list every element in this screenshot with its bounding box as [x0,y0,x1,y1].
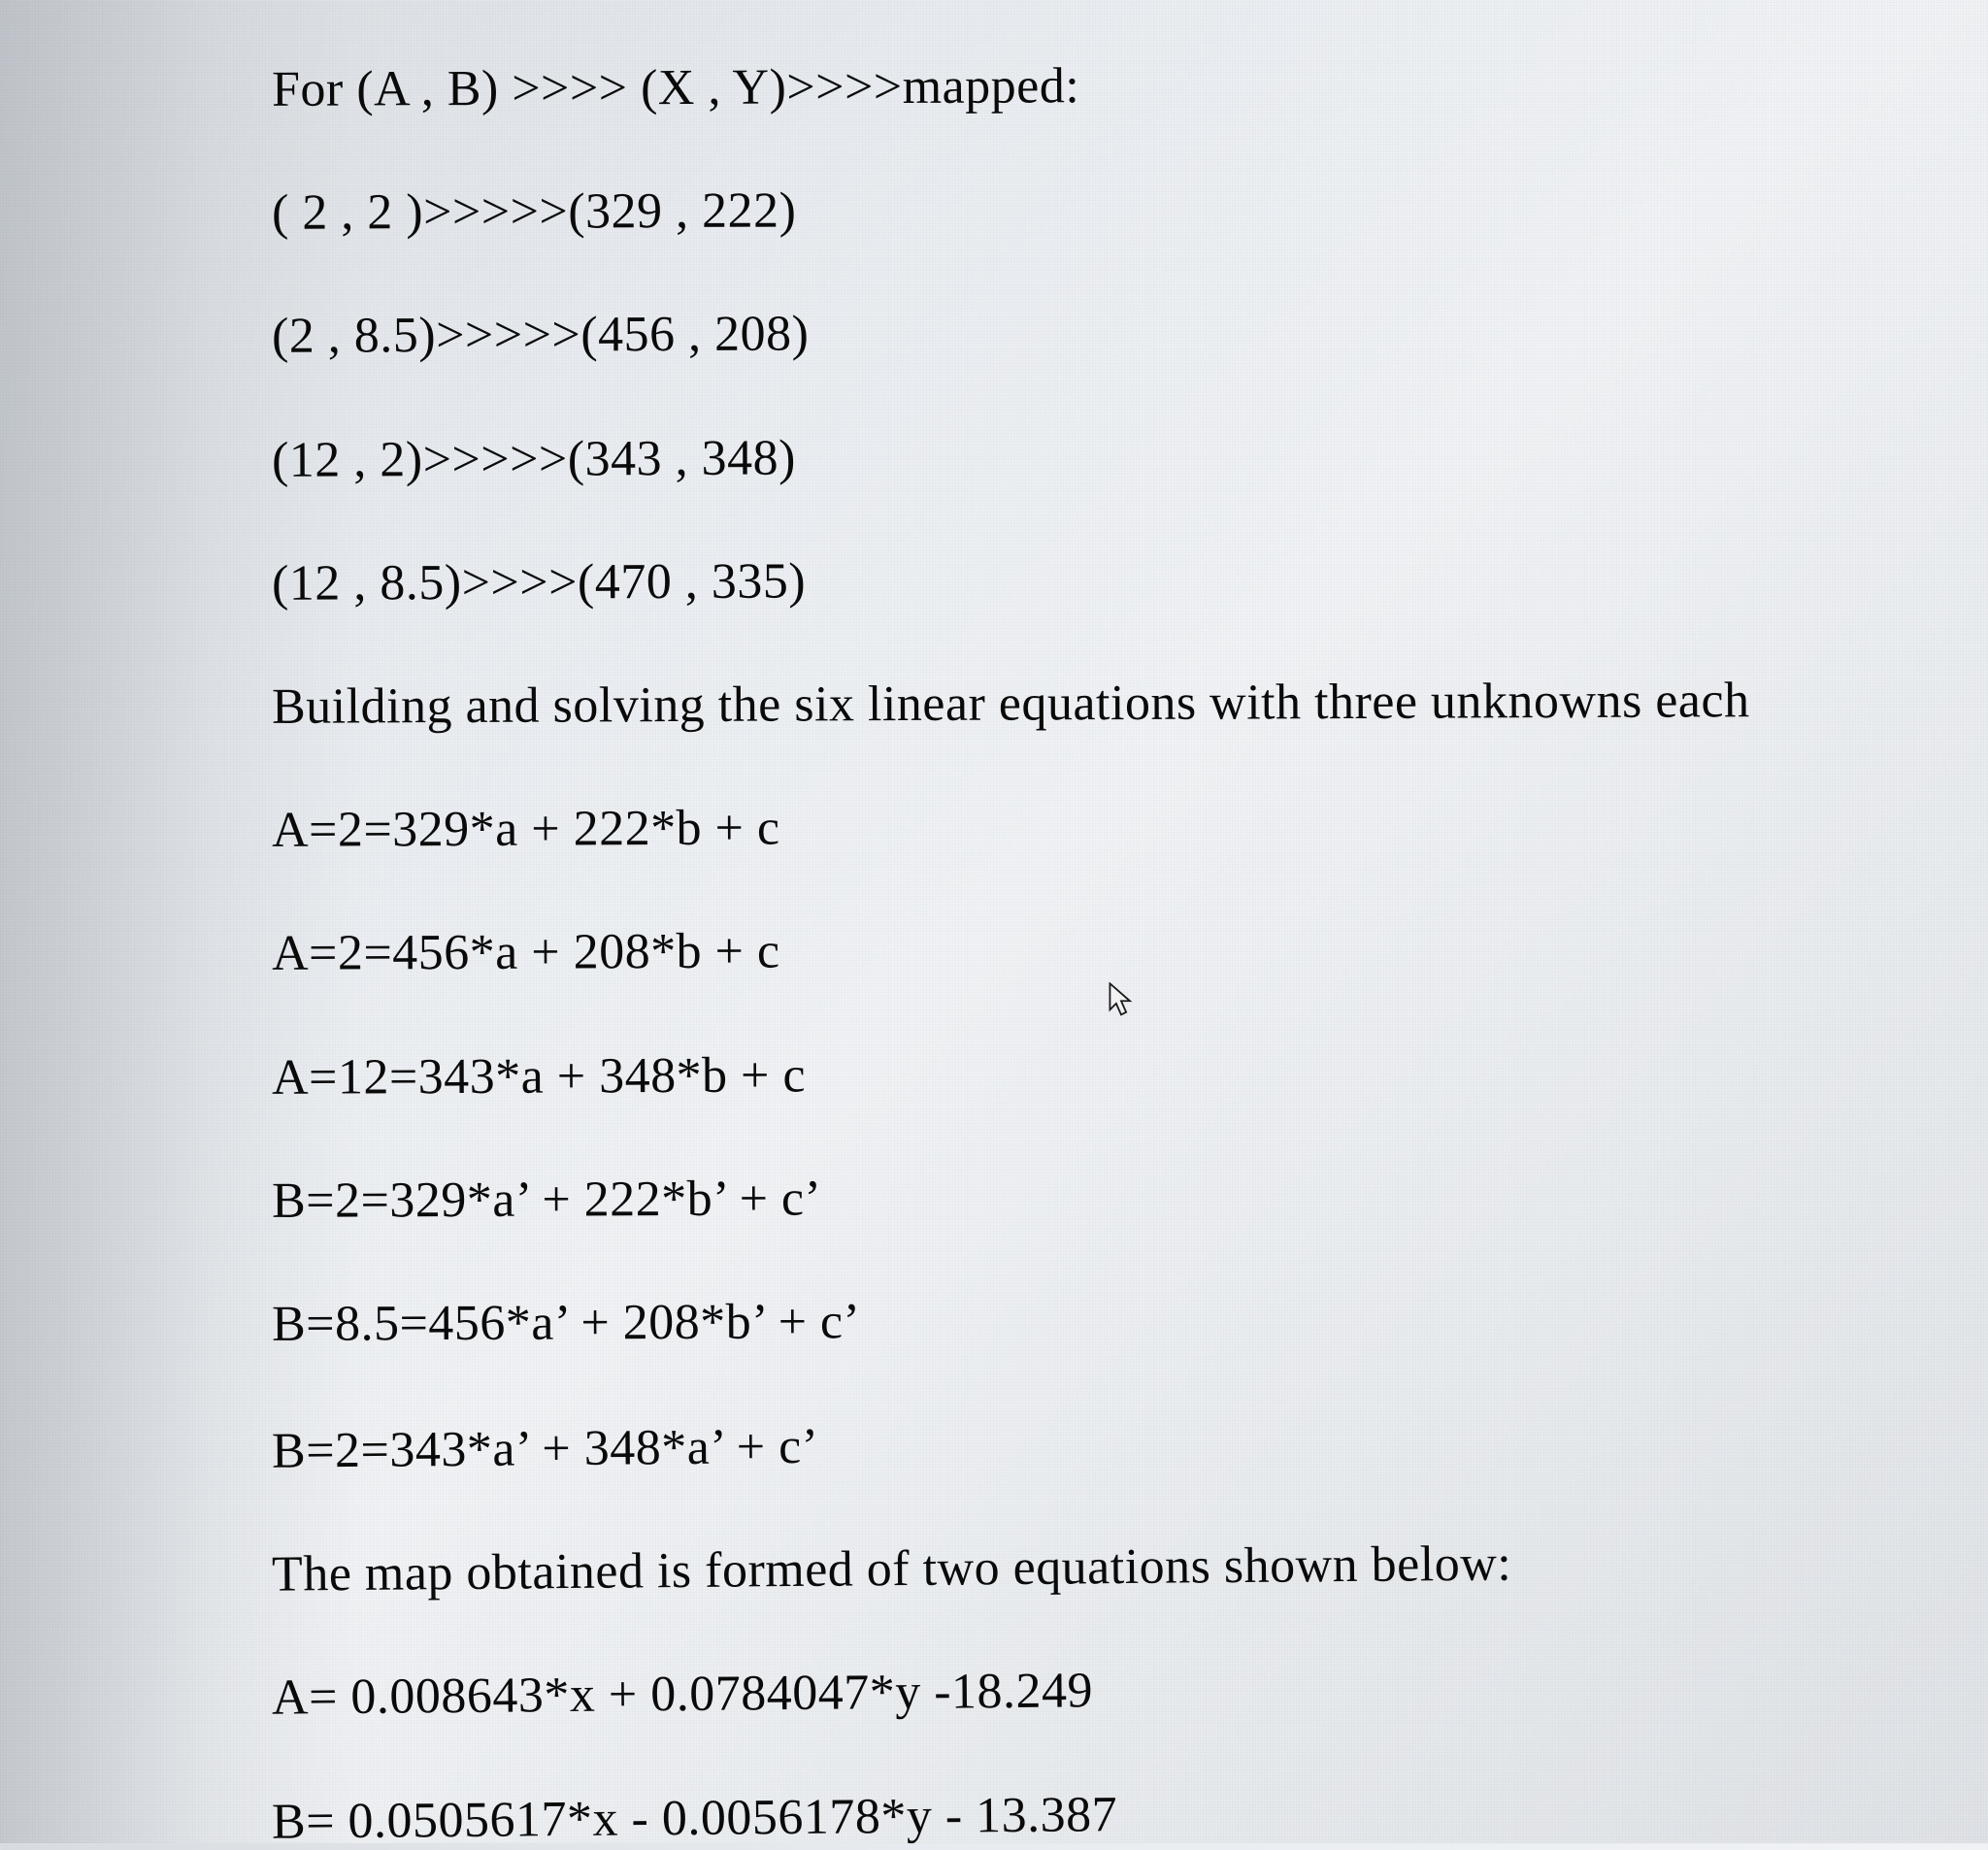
equation-b2: B=8.5=456*a’ + 208*b’ + c’ [272,1289,1988,1352]
solution-b: B= 0.0505617*x - 0.0056178*y - 13.387 [272,1779,1988,1850]
equation-a1: A=2=329*a + 222*b + c [272,795,1988,858]
text-mapping-4: (12 , 8.5)>>>>(470 , 335) [272,548,1988,611]
equation-a2: A=2=456*a + 208*b + c [272,918,1988,981]
solution-a: A= 0.008643*x + 0.0784047*y -18.249 [272,1656,1988,1727]
text-mapping-2: (2 , 8.5)>>>>>(456 , 208) [272,302,1988,365]
equation-b3: B=2=343*a’ + 348*a’ + c’ [272,1408,1988,1479]
text-result: The map obtained is formed of two equati… [272,1533,1988,1603]
text-header: For (A , B) >>>> (X , Y)>>>>mapped: [272,54,1988,117]
mouse-cursor-icon [1109,982,1134,1017]
text-mapping-1: ( 2 , 2 )>>>>>(329 , 222) [272,178,1988,241]
text-mapping-3: (12 , 2)>>>>>(343 , 348) [272,425,1988,488]
equation-b1: B=2=329*a’ + 222*b’ + c’ [272,1166,1988,1229]
equation-a3: A=12=343*a + 348*b + c [272,1042,1988,1106]
text-build-solve: Building and solving the six linear equa… [272,672,1988,735]
